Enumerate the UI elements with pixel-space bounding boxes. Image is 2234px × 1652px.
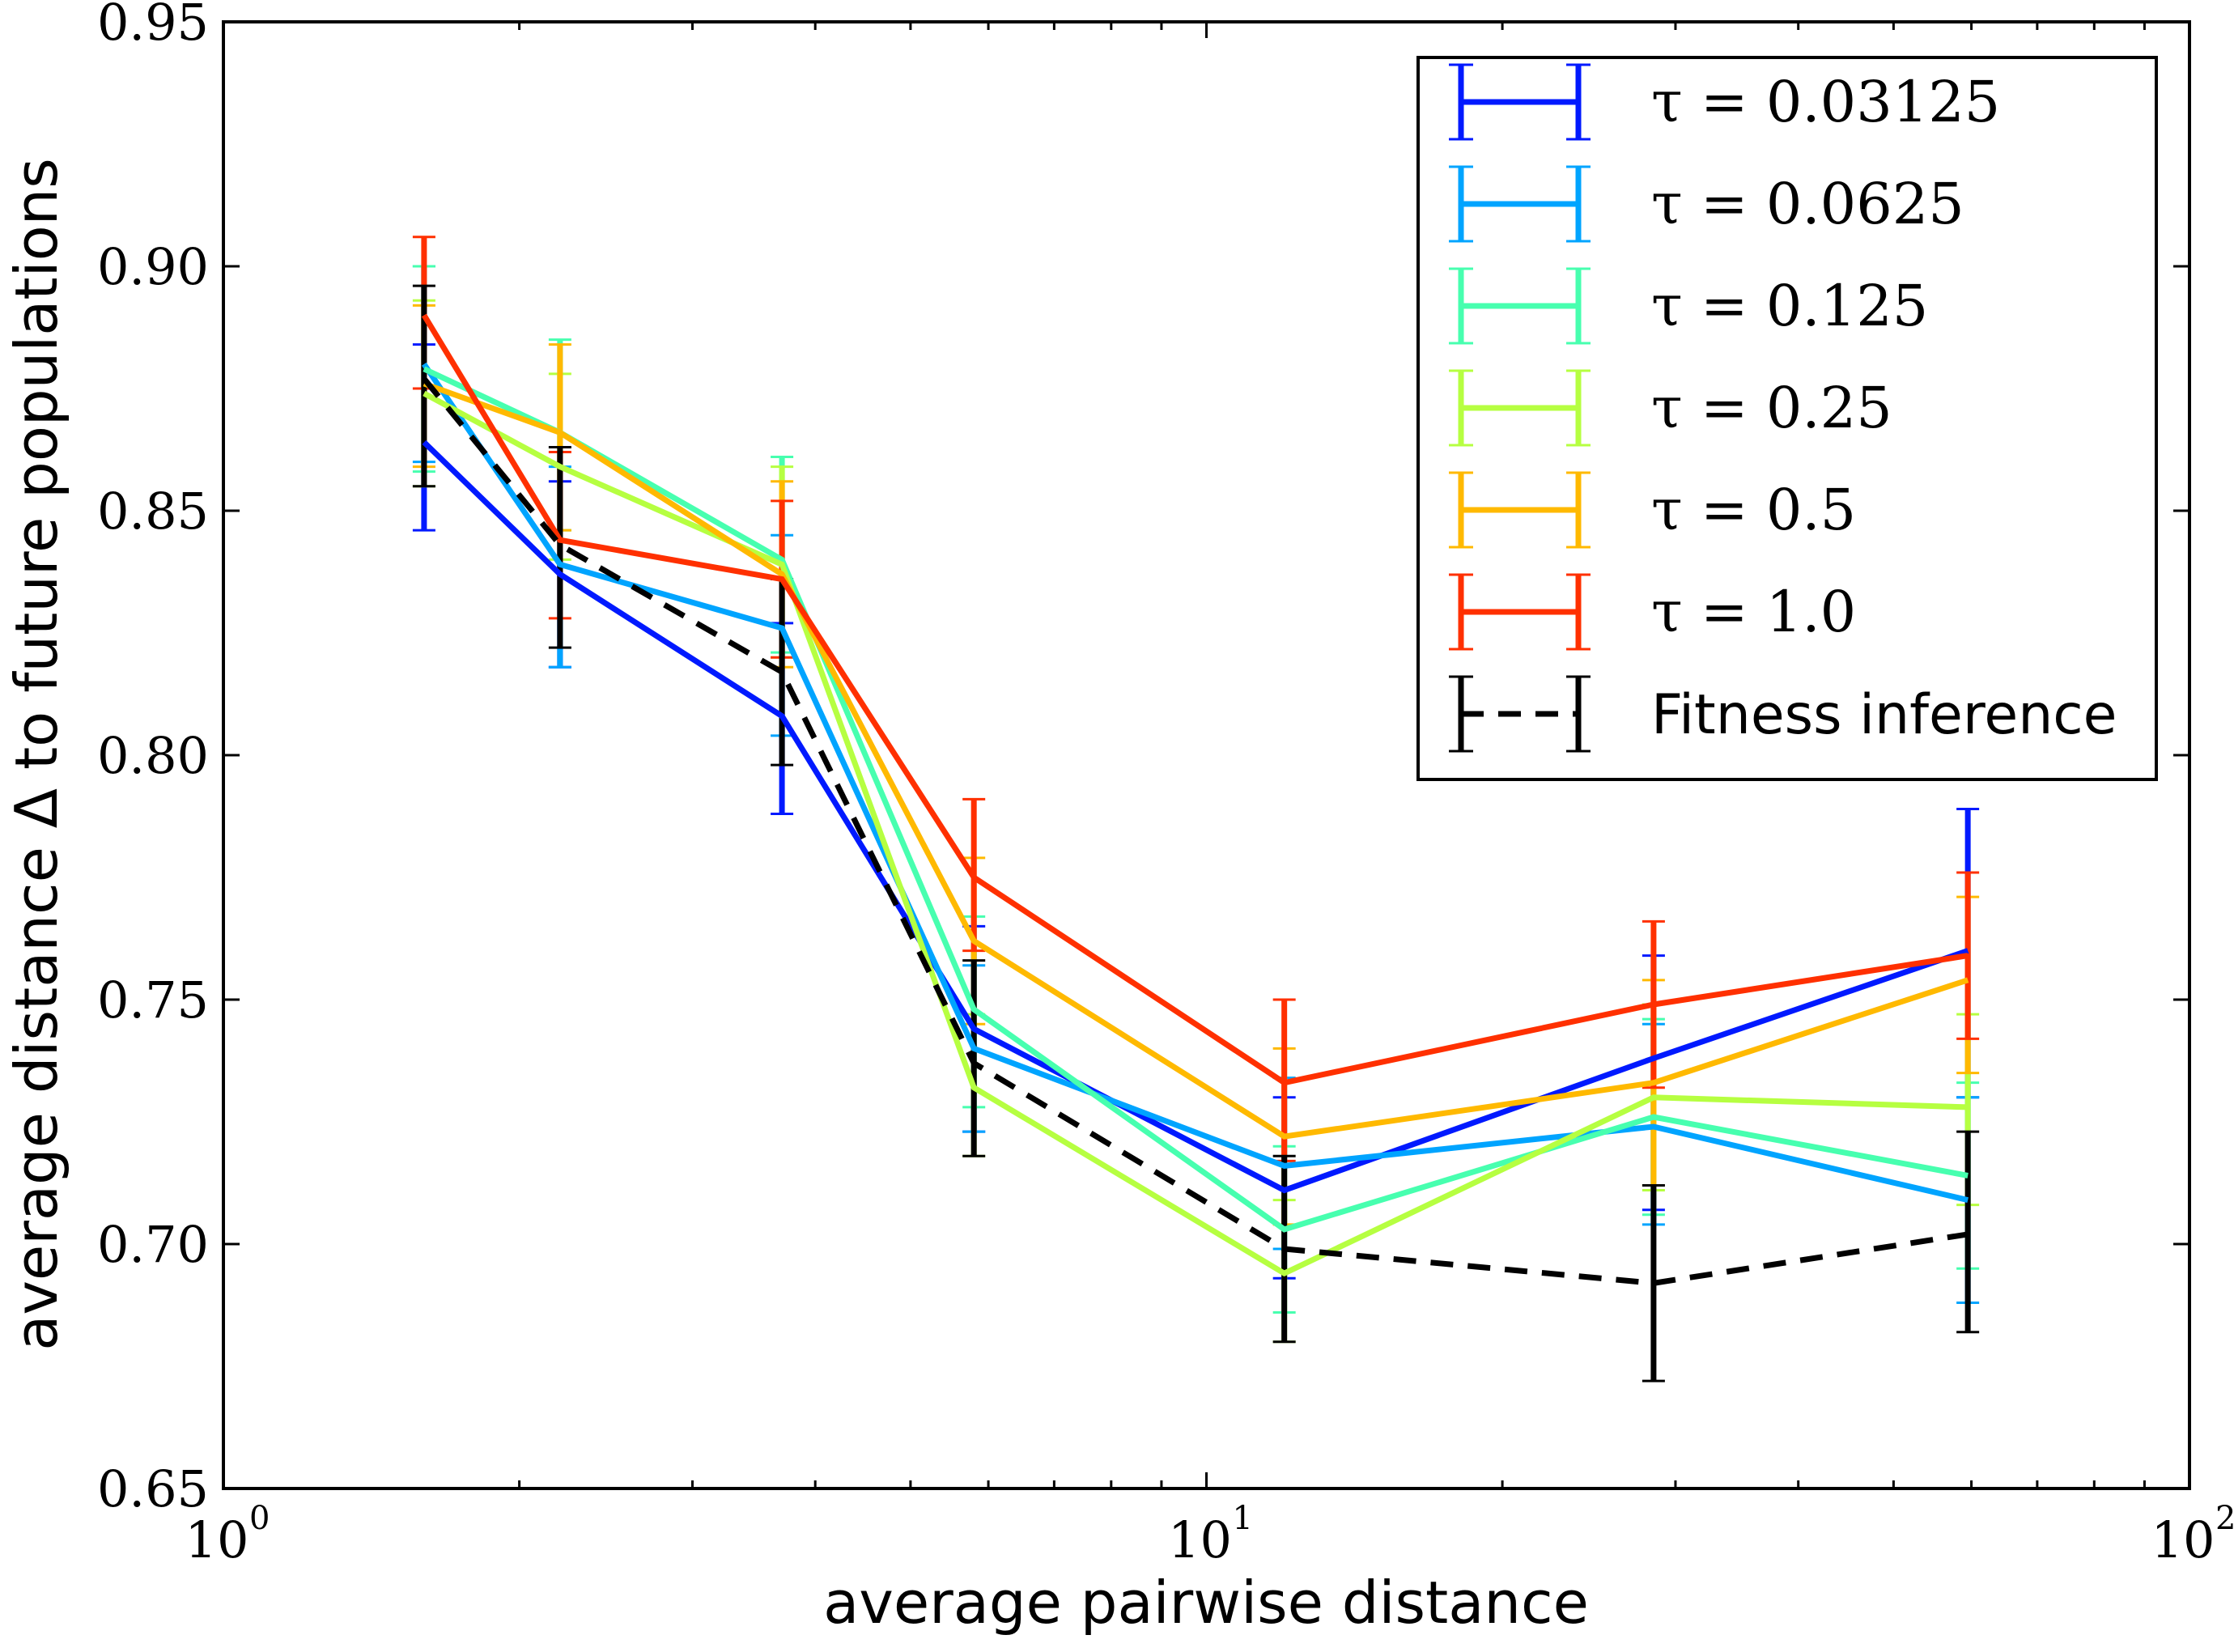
- legend-entry: τ = 0.25: [1449, 369, 1892, 447]
- legend-label: τ = 0.5: [1651, 477, 1856, 543]
- x-tick-label: 10 1: [1168, 1500, 1253, 1569]
- legend-label: τ = 0.0625: [1651, 171, 1964, 237]
- legend-label: τ = 0.25: [1651, 375, 1892, 441]
- y-tick-label: 0.65: [97, 1459, 209, 1518]
- legend-box: [1416, 56, 2158, 781]
- legend-label: τ = 0.125: [1651, 273, 1928, 339]
- x-tick-label: 10 0: [185, 1500, 270, 1569]
- legend-entry: τ = 1.0: [1449, 573, 1856, 651]
- x-tick-label: 10 2: [2151, 1500, 2234, 1569]
- x-tick-exp: 0: [249, 1500, 270, 1537]
- x-tick-exp: 1: [1233, 1500, 1253, 1537]
- legend: τ = 0.03125 τ = 0.0625 τ = 0.125 τ = 0.25 τ …: [1416, 56, 2158, 781]
- x-axis-label: average pairwise distance: [823, 1569, 1589, 1637]
- legend-label: Fitness inference: [1651, 683, 2117, 747]
- y-tick-label: 0.75: [97, 970, 209, 1030]
- y-tick-label: 0.95: [97, 0, 209, 52]
- axis-ticks: [222, 20, 2189, 1490]
- legend-label: τ = 0.03125: [1651, 69, 2000, 135]
- x-tick-base: 10: [2151, 1510, 2215, 1569]
- x-tick-exp: 2: [2215, 1500, 2234, 1537]
- y-axis-label: average distance Δ to future populations: [2, 158, 70, 1351]
- y-tick-label: 0.80: [97, 726, 209, 785]
- y-tick-label: 0.90: [97, 237, 209, 296]
- legend-entry: τ = 0.125: [1449, 267, 1928, 345]
- legend-entry: τ = 0.0625: [1449, 165, 1964, 243]
- x-tick-base: 10: [185, 1510, 249, 1569]
- plot-marks: [412, 236, 1980, 1382]
- x-tick-base: 10: [1168, 1510, 1232, 1569]
- legend-entry: Fitness inference: [1449, 675, 2117, 753]
- y-tick-label: 0.85: [97, 482, 209, 541]
- legend-label: τ = 1.0: [1651, 579, 1856, 645]
- y-tick-label: 0.70: [97, 1215, 209, 1274]
- legend-entry: τ = 0.03125: [1449, 63, 2000, 141]
- legend-entry: τ = 0.5: [1449, 471, 1856, 549]
